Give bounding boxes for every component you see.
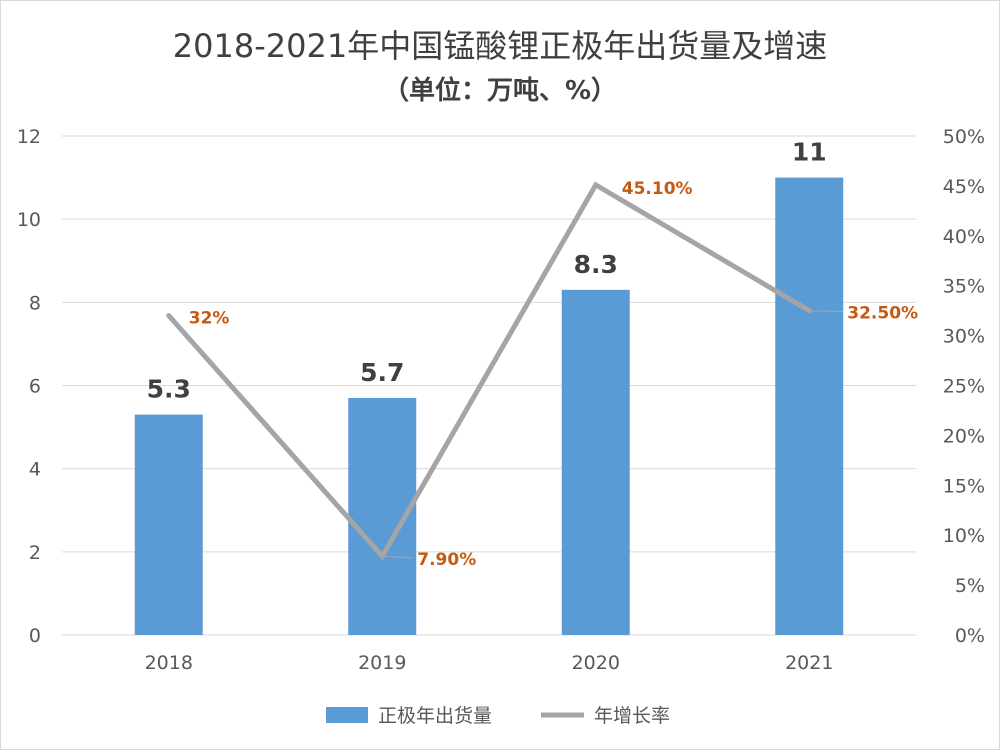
chart-subtitle: （单位：万吨、%） xyxy=(383,75,617,106)
legend-bar-swatch xyxy=(326,707,368,723)
right-axis-tick-label: 35% xyxy=(943,276,985,298)
line-point-2020 xyxy=(593,182,599,188)
left-axis-tick-label: 8 xyxy=(29,292,41,314)
line-value-label: 32% xyxy=(189,309,230,329)
line-value-label: 45.10% xyxy=(622,179,693,199)
line-value-label: 7.90% xyxy=(417,550,476,570)
left-axis-tick-label: 12 xyxy=(17,126,41,148)
right-axis-tick-label: 0% xyxy=(955,625,985,647)
left-axis-tick-label: 6 xyxy=(29,376,41,398)
legend-line-label: 年增长率 xyxy=(594,705,670,727)
x-axis-tick-label: 2019 xyxy=(358,652,406,674)
legend: 正极年出货量 年增长率 xyxy=(326,705,670,727)
bar-value-label: 8.3 xyxy=(574,250,618,279)
bar-series xyxy=(134,177,844,636)
left-axis-tick-label: 0 xyxy=(29,625,41,647)
left-axis-tick-label: 4 xyxy=(29,459,41,481)
legend-bar-label: 正极年出货量 xyxy=(378,705,492,727)
bar-2018 xyxy=(134,414,203,635)
right-axis-tick-label: 30% xyxy=(943,326,985,348)
left-axis-tick-label: 2 xyxy=(29,542,41,564)
left-axis-tick-label: 10 xyxy=(17,209,41,231)
right-axis-tick-label: 15% xyxy=(943,475,985,497)
gridlines xyxy=(62,135,916,636)
x-axis-tick-label: 2021 xyxy=(785,652,833,674)
bar-2021 xyxy=(775,177,844,636)
line-point-2018 xyxy=(166,313,172,319)
chart-title: 2018-2021年中国锰酸锂正极年出货量及增速 xyxy=(173,27,827,65)
axes: 0 2 4 6 8 10 12 0% 5% 10% 15% 20% 25% 30% 35% 40% 45% 50%… xyxy=(17,126,985,674)
bar-value-label: 5.7 xyxy=(360,358,404,387)
right-axis-tick-label: 10% xyxy=(943,525,985,547)
line-series xyxy=(166,181,812,561)
data-labels: 5.3 5.7 8.3 11 32% 7.90% 45.10% 32.50% xyxy=(147,138,918,571)
bar-value-label: 5.3 xyxy=(147,375,191,404)
right-axis-tick-label: 20% xyxy=(943,425,985,447)
right-axis-tick-label: 40% xyxy=(943,226,985,248)
right-axis-tick-label: 25% xyxy=(943,376,985,398)
x-axis-tick-label: 2018 xyxy=(145,652,193,674)
right-axis-tick-label: 5% xyxy=(955,575,985,597)
label-leader-line xyxy=(809,310,844,313)
bar-2020 xyxy=(561,289,630,635)
right-axis-tick-label: 50% xyxy=(943,126,985,148)
growth-rate-line xyxy=(166,181,811,561)
label-leader-line xyxy=(382,555,414,559)
bar-value-label: 11 xyxy=(792,138,827,167)
x-axis-tick-label: 2020 xyxy=(572,652,620,674)
right-axis-tick-label: 45% xyxy=(943,176,985,198)
line-value-label: 32.50% xyxy=(847,304,918,324)
